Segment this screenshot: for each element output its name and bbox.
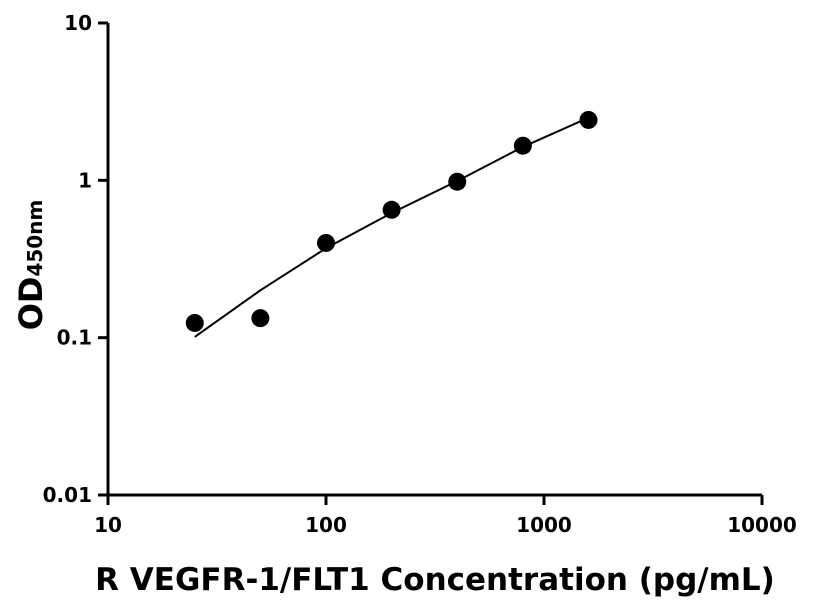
data-point (382, 200, 401, 219)
y-axis-label-main: OD (12, 277, 50, 331)
y-axis-label-subscript: 450nm (23, 200, 47, 277)
x-axis-label: R VEGFR-1/FLT1 Concentration (pg/mL) (95, 562, 775, 598)
y-tick-label: 0.01 (43, 483, 92, 507)
x-tick-label: 10 (94, 513, 122, 537)
y-tick-label: 10 (64, 11, 92, 35)
y-tick-label: 0.1 (57, 326, 92, 350)
y-axis-label: OD450nm (12, 200, 50, 331)
data-point (513, 136, 532, 155)
data-point (317, 233, 335, 252)
data-point (448, 172, 467, 191)
data-point (579, 110, 598, 129)
x-tick-label: 1000 (516, 513, 572, 537)
data-point (185, 313, 204, 332)
x-tick-label: 10000 (727, 513, 797, 537)
data-point (251, 309, 270, 328)
x-tick-label: 100 (305, 513, 347, 537)
y-tick-label: 1 (78, 168, 92, 192)
